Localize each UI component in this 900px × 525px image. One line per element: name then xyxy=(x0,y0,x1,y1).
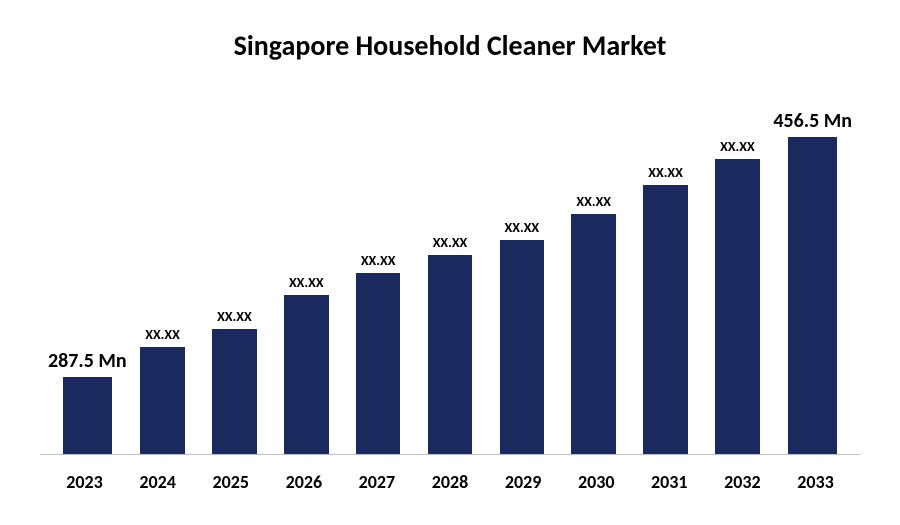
bar xyxy=(63,377,112,454)
bar-value-label: XX.XX xyxy=(505,219,540,236)
bar-group: XX.XX xyxy=(342,100,414,454)
bar xyxy=(284,295,329,454)
bar-value-label: XX.XX xyxy=(433,234,468,251)
chart-title: Singapore Household Cleaner Market xyxy=(0,0,900,63)
bar-value-label: XX.XX xyxy=(217,308,252,325)
x-axis-label: 2032 xyxy=(706,471,779,493)
bar-group: XX.XX xyxy=(486,100,558,454)
bar-group: XX.XX xyxy=(630,100,702,454)
bar-group: XX.XX xyxy=(127,100,199,454)
x-axis-label: 2026 xyxy=(267,471,340,493)
bar-group: 456.5 Mn xyxy=(773,100,852,454)
bar xyxy=(428,255,473,454)
bar-value-label: XX.XX xyxy=(648,164,683,181)
bar-value-label: XX.XX xyxy=(289,274,324,291)
bar-value-label: XX.XX xyxy=(576,193,611,210)
x-axis: 2023 2024 2025 2026 2027 2028 2029 2030 … xyxy=(40,471,860,493)
x-axis-label: 2028 xyxy=(413,471,486,493)
bar-group: XX.XX xyxy=(414,100,486,454)
x-axis-label: 2023 xyxy=(48,471,121,493)
bar xyxy=(643,185,688,454)
bar-group: XX.XX xyxy=(198,100,270,454)
bar-group: XX.XX xyxy=(558,100,630,454)
bar-value-label: XX.XX xyxy=(361,252,396,269)
chart-plot-area: 287.5 Mn XX.XX XX.XX XX.XX XX.XX XX.XX X… xyxy=(40,100,860,455)
x-axis-label: 2030 xyxy=(560,471,633,493)
bar xyxy=(140,347,185,454)
x-axis-label: 2033 xyxy=(779,471,852,493)
x-axis-label: 2031 xyxy=(633,471,706,493)
bar-value-label: XX.XX xyxy=(720,138,755,155)
bar xyxy=(571,214,616,454)
x-axis-label: 2027 xyxy=(340,471,413,493)
bar xyxy=(500,240,545,454)
bar-group: XX.XX xyxy=(270,100,342,454)
bar xyxy=(788,137,837,454)
bar xyxy=(356,273,401,454)
bar-value-label: 456.5 Mn xyxy=(773,109,852,133)
bar xyxy=(715,159,760,454)
x-axis-label: 2029 xyxy=(487,471,560,493)
bar xyxy=(212,329,257,454)
x-axis-label: 2025 xyxy=(194,471,267,493)
bar-group: 287.5 Mn xyxy=(48,100,127,454)
bar-group: XX.XX xyxy=(702,100,774,454)
bar-value-label: 287.5 Mn xyxy=(48,349,127,373)
x-axis-label: 2024 xyxy=(121,471,194,493)
bars-container: 287.5 Mn XX.XX XX.XX XX.XX XX.XX XX.XX X… xyxy=(40,100,860,455)
bar-value-label: XX.XX xyxy=(145,326,180,343)
